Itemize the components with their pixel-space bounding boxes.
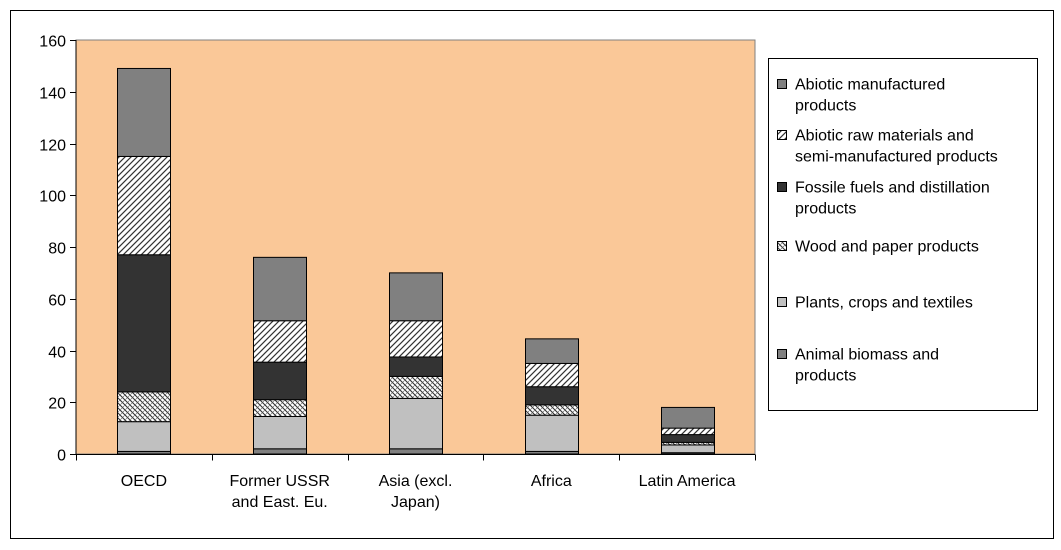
bar-segment	[253, 415, 307, 450]
bar-segment	[389, 320, 443, 358]
legend-swatch	[777, 79, 787, 89]
legend-swatch	[777, 241, 787, 251]
bars	[117, 67, 715, 455]
bar-segment	[661, 406, 715, 429]
x-category-label: Latin America	[639, 473, 736, 490]
y-tick-label: 40	[48, 345, 66, 362]
x-category-label: Africa	[531, 473, 572, 490]
bar-segment	[525, 404, 579, 416]
bar-segment	[117, 391, 171, 423]
bar-segment	[661, 444, 715, 454]
y-tick-label: 160	[39, 34, 66, 51]
x-axis: OECD Former USSR and East. Eu. Asia (excl. J…	[76, 454, 756, 511]
bar-segment	[525, 338, 579, 364]
bar-segment	[389, 375, 443, 399]
bar-segment	[253, 399, 307, 417]
bar-segment	[661, 427, 715, 436]
bar-segment	[117, 421, 171, 452]
bar-segment	[117, 67, 171, 157]
bar-segment	[117, 254, 171, 393]
y-tick-label: 80	[48, 241, 66, 258]
legend-label: Abiotic raw materials and semi-manufactur…	[795, 128, 998, 166]
bar-segment	[253, 361, 307, 401]
legend-swatch	[777, 130, 787, 140]
bar-segment	[253, 256, 307, 322]
bar-segment	[389, 397, 443, 450]
bar-segment	[389, 272, 443, 322]
legend-swatch	[777, 349, 787, 359]
y-tick-label: 20	[48, 396, 66, 413]
bar-segment	[389, 448, 443, 455]
y-tick-label: 120	[39, 138, 66, 155]
y-tick-label: 0	[57, 448, 66, 465]
bar-segment	[525, 362, 579, 388]
bar-segment	[253, 448, 307, 455]
x-category-label: OECD	[121, 473, 167, 490]
legend-label: Abiotic manufactured products	[795, 77, 945, 115]
x-category-label: Former USSR and East. Eu.	[229, 473, 329, 511]
bar-segment	[389, 356, 443, 377]
legend-swatch	[777, 297, 787, 307]
y-tick-label: 60	[48, 293, 66, 310]
legend-label: Wood and paper products	[795, 239, 979, 256]
bar-segment	[117, 155, 171, 256]
legend-label: Fossile fuels and distillation products	[795, 180, 990, 218]
y-tick-label: 140	[39, 86, 66, 103]
x-category-label: Asia (excl. Japan)	[379, 473, 453, 511]
bar-segment	[661, 434, 715, 443]
legend-label: Animal biomass and products	[795, 347, 939, 385]
y-axis: 0 20 40 60 80 100 120 140 160	[39, 34, 77, 465]
bar-segment	[525, 414, 579, 452]
legend-swatch	[777, 182, 787, 192]
legend: Abiotic manufactured products Abiotic raw …	[768, 58, 1038, 411]
bar-segment	[525, 386, 579, 406]
bar-segment	[253, 320, 307, 363]
y-tick-label: 100	[39, 189, 66, 206]
legend-box	[768, 58, 1038, 411]
legend-label: Plants, crops and textiles	[795, 295, 973, 312]
